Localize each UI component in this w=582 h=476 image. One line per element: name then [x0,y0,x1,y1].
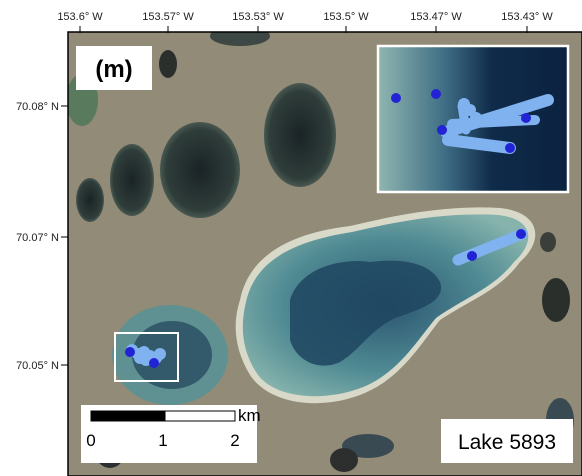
track-point [470,112,482,124]
panel-label-box: (m) [76,46,152,90]
lat-tick-label: 70.05° N [16,360,59,372]
lon-tick-label: 153.47° W [410,11,462,23]
inset-panel [376,44,570,194]
track-point [505,143,515,153]
inset-sounding-tracks [391,89,554,154]
lat-tick-label: 70.07° N [16,232,59,244]
pond [342,434,394,458]
sounding-tracks [125,228,528,368]
zoom-box [114,332,179,382]
longitude-axis: 153.6° W 153.57° W 153.53° W 153.5° W 15… [57,11,553,33]
lon-tick-label: 153.6° W [57,11,103,23]
track-point [154,348,166,360]
panel-label: (m) [95,56,132,83]
track-point [516,229,526,239]
scale-label-0: 0 [86,431,95,450]
track-point [391,93,401,103]
lake-label-box: Lake 5893 [441,419,573,463]
pond [540,232,556,252]
pond [330,448,358,472]
scale-segment-empty [164,410,236,422]
lake-deep-basin [290,260,442,366]
scale-label-2: 2 [230,431,239,450]
latitude-axis: 70.08° N 70.07° N 70.05° N [16,101,68,372]
track-point [521,113,531,123]
pond [210,32,270,46]
lake-label: Lake 5893 [458,431,556,454]
track-point [446,128,458,140]
lon-tick-label: 153.5° W [323,11,369,23]
pond [159,50,177,78]
pond [76,178,104,222]
scale-label-1: 1 [158,431,167,450]
track-point [149,358,159,368]
track-point [134,352,146,364]
track-point [125,347,135,357]
map-frame [67,31,582,476]
lon-tick-label: 153.53° W [232,11,284,23]
track-line [442,134,516,154]
track-line [457,101,471,135]
pond [110,144,154,216]
track-point [437,125,447,135]
scale-bar: km 0 1 2 [81,405,261,463]
lat-tick-label: 70.08° N [16,101,59,113]
track-point [467,251,477,261]
scale-unit: km [238,406,261,425]
scale-segment-filled [90,410,166,422]
track-point [431,89,441,99]
pond [160,122,240,218]
lon-tick-label: 153.57° W [142,11,194,23]
pond [264,83,336,187]
lon-tick-label: 153.43° W [501,11,553,23]
pond [542,278,570,322]
